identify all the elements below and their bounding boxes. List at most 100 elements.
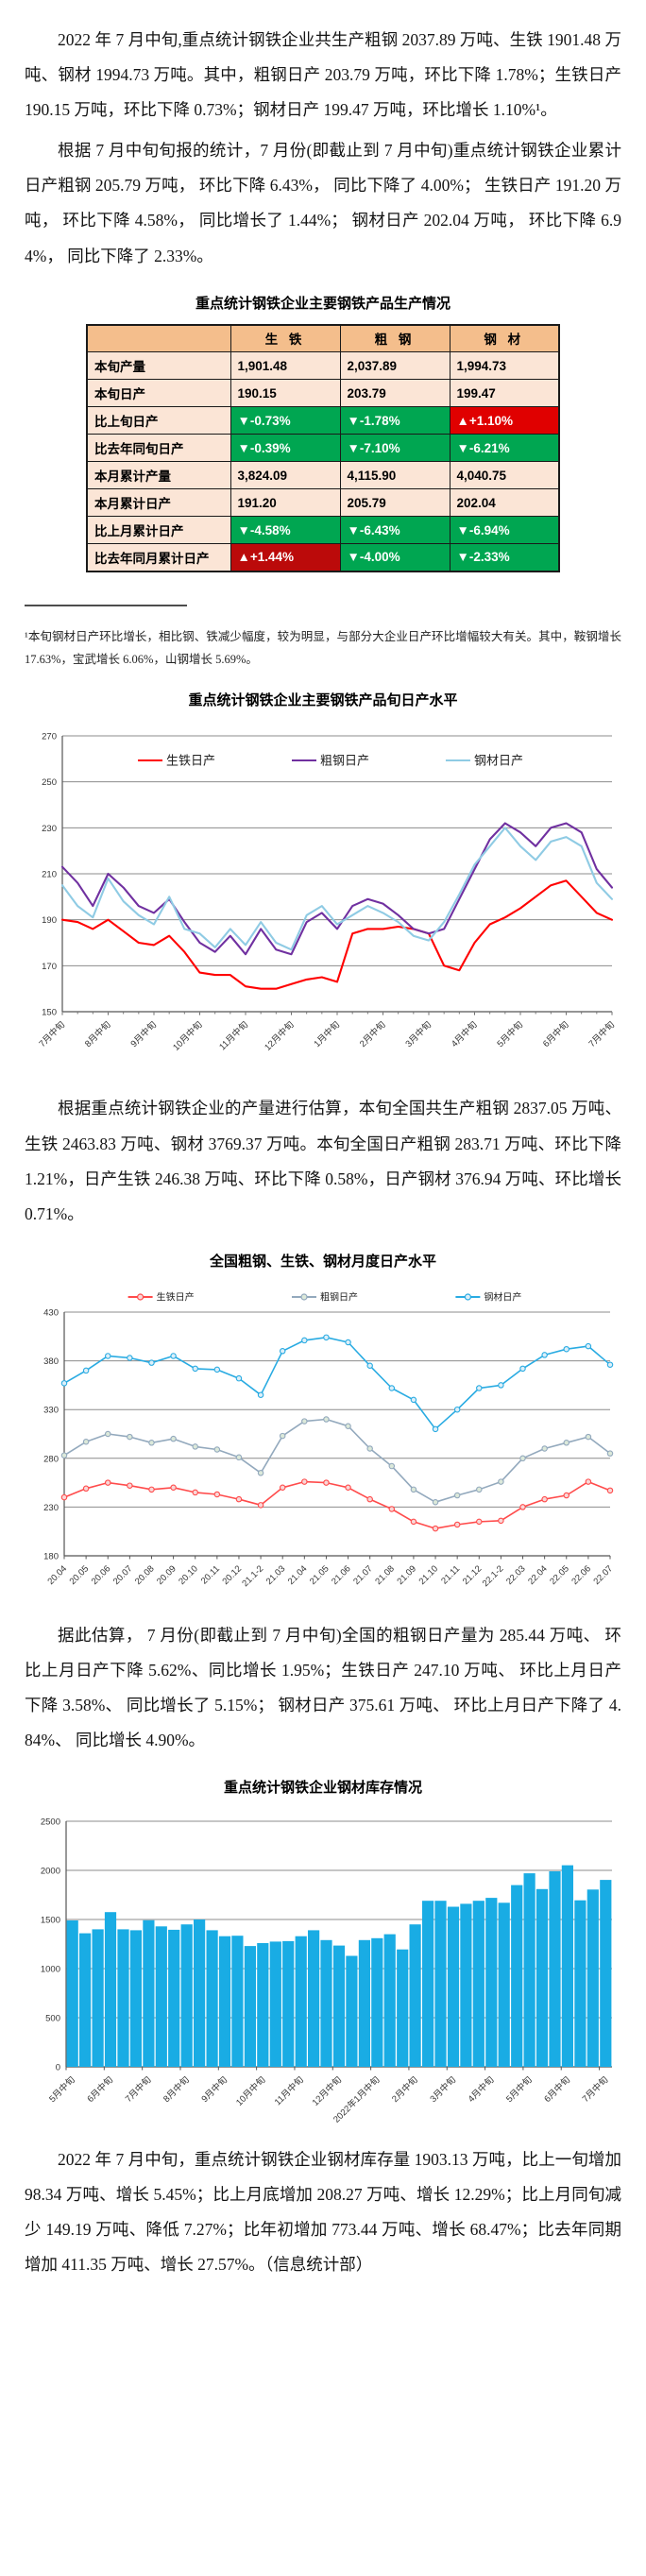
svg-text:1000: 1000	[41, 1965, 60, 1975]
table-value-cell: 1,994.73	[449, 351, 560, 381]
svg-text:230: 230	[42, 824, 57, 834]
legend-entry: 粗钢日产	[320, 1290, 358, 1303]
svg-text:330: 330	[43, 1405, 59, 1415]
table-row: 比去年同月累计日产 ▲+1.44% ▼-4.00% ▼-2.33%	[86, 543, 560, 572]
svg-text:6月中旬: 6月中旬	[540, 1019, 570, 1049]
svg-text:8月中旬: 8月中旬	[161, 2074, 191, 2105]
svg-text:210: 210	[42, 870, 57, 880]
svg-text:10月中旬: 10月中旬	[233, 2074, 267, 2108]
svg-text:20.11: 20.11	[199, 1563, 222, 1586]
svg-text:500: 500	[45, 2014, 60, 2024]
svg-text:7月中旬: 7月中旬	[580, 2074, 610, 2105]
table-row: 本月累计产量 3,824.09 4,115.90 4,040.75	[86, 461, 560, 490]
svg-text:21.09: 21.09	[395, 1563, 418, 1587]
paragraph-cumulative-summary: 根据 7 月中旬旬报的统计，7 月份(即截止到 7 月中旬)重点统计钢铁企业累计…	[25, 141, 621, 265]
table-row-label: 本月累计产量	[86, 461, 231, 490]
svg-text:11月中旬: 11月中旬	[272, 2074, 306, 2108]
table-value-cell: 199.47	[449, 379, 560, 408]
svg-text:21.1-2: 21.1-2	[240, 1563, 265, 1589]
svg-text:12月中旬: 12月中旬	[310, 2074, 344, 2108]
xun-daily-output-svg: 150 170 190 210 230 250 270 7月中旬 8月中旬 9月中旬 10月中旬 11…	[37, 732, 617, 1053]
table-trend-cell: ▼-7.10%	[339, 434, 450, 463]
table-row-label: 本旬日产	[86, 379, 231, 408]
svg-text:6月中旬: 6月中旬	[85, 2074, 115, 2105]
svg-text:20.12: 20.12	[220, 1563, 244, 1587]
table-row-label: 比去年同旬日产	[86, 434, 231, 463]
table-value-cell: 4,040.75	[449, 461, 560, 490]
svg-text:20.10: 20.10	[177, 1563, 200, 1587]
table-trend-cell: ▼-0.73%	[230, 406, 341, 435]
svg-text:21.04: 21.04	[286, 1563, 310, 1587]
svg-text:190: 190	[42, 916, 57, 927]
svg-text:20.07: 20.07	[111, 1563, 135, 1587]
legend-entry: 粗钢日产	[320, 754, 369, 768]
svg-text:21.11: 21.11	[439, 1563, 462, 1586]
table-value-cell: 3,824.09	[230, 461, 341, 490]
table-row-label: 本旬产量	[86, 351, 231, 381]
svg-text:170: 170	[42, 962, 57, 972]
svg-text:22.04: 22.04	[526, 1563, 550, 1587]
svg-text:180: 180	[43, 1551, 59, 1561]
svg-text:3月中旬: 3月中旬	[403, 1019, 434, 1049]
svg-text:22.07: 22.07	[592, 1563, 616, 1587]
table-column-header: 粗 钢	[339, 324, 450, 353]
svg-text:21.08: 21.08	[373, 1563, 397, 1587]
footnote-divider	[25, 604, 187, 606]
production-table: 生 铁粗 钢钢 材本旬产量 1,901.48 2,037.89 1,994.73 本旬日…	[86, 323, 560, 572]
svg-text:3月中旬: 3月中旬	[428, 2074, 458, 2105]
table-value-cell: 1,901.48	[230, 351, 341, 381]
paragraph-production-summary: 2022 年 7 月中旬,重点统计钢铁企业共生产粗钢 2037.89 万吨、生铁…	[25, 30, 621, 120]
svg-text:6月中旬: 6月中旬	[542, 2074, 572, 2105]
svg-text:9月中旬: 9月中旬	[199, 2074, 230, 2105]
svg-text:7月中旬: 7月中旬	[586, 1019, 617, 1049]
svg-text:230: 230	[43, 1503, 59, 1513]
table-row: 本旬日产 190.15 203.79 199.47	[86, 379, 560, 408]
legend-entry: 钢材日产	[474, 754, 523, 768]
production-table-title: 重点统计钢铁企业主要钢铁产品生产情况	[195, 295, 450, 312]
legend-entry: 生铁日产	[166, 754, 215, 768]
table-row-label: 比上月累计日产	[86, 516, 231, 545]
table-trend-cell: ▼-6.43%	[339, 516, 450, 545]
table-column-header: 生 铁	[230, 324, 341, 353]
svg-text:2500: 2500	[41, 1817, 60, 1828]
table-trend-cell: ▲+1.44%	[230, 543, 341, 572]
table-value-cell: 205.79	[339, 488, 450, 518]
svg-text:20.04: 20.04	[46, 1563, 70, 1587]
svg-text:20.09: 20.09	[155, 1563, 178, 1587]
table-trend-cell: ▼-4.58%	[230, 516, 341, 545]
table-value-cell: 2,037.89	[339, 351, 450, 381]
svg-text:4月中旬: 4月中旬	[466, 2074, 496, 2105]
table-corner-cell	[86, 324, 231, 353]
table-trend-cell: ▲+1.10%	[449, 406, 560, 435]
svg-text:250: 250	[42, 778, 57, 789]
svg-text:10月中旬: 10月中旬	[171, 1019, 205, 1053]
table-trend-cell: ▼-6.21%	[449, 434, 560, 463]
svg-text:22.1-2: 22.1-2	[481, 1563, 506, 1589]
table-row: 本旬产量 1,901.48 2,037.89 1,994.73	[86, 351, 560, 381]
table-value-cell: 190.15	[230, 379, 341, 408]
chart2-title: 全国粗钢、生铁、钢材月度日产水平	[209, 1253, 436, 1270]
chart-steel-inventory: 0 500 1000 1500 2000 2500 5月中旬 6月中旬 7月中旬 8月中旬 9月中旬…	[25, 1808, 621, 2139]
steel-inventory-svg: 0 500 1000 1500 2000 2500 5月中旬 6月中旬 7月中旬 8月中旬 9月中旬…	[41, 1817, 612, 2125]
table-header-row: 生 铁粗 钢钢 材	[86, 324, 560, 353]
table-trend-cell: ▼-6.94%	[449, 516, 560, 545]
chart1-title: 重点统计钢铁企业主要钢铁产品旬日产水平	[188, 692, 458, 709]
svg-text:9月中旬: 9月中旬	[128, 1019, 159, 1049]
svg-text:22.06: 22.06	[570, 1563, 593, 1587]
paragraph-monthly-estimate: 据此估算， 7 月份(即截止到 7 月中旬)全国的粗钢日产量为 285.44 万…	[25, 1625, 621, 1750]
svg-text:22.05: 22.05	[548, 1563, 571, 1587]
svg-text:1500: 1500	[41, 1916, 60, 1926]
table-trend-cell: ▼-0.39%	[230, 434, 341, 463]
svg-text:2月中旬: 2月中旬	[389, 2074, 419, 2105]
svg-text:5月中旬: 5月中旬	[503, 2074, 534, 2105]
chart3-title: 重点统计钢铁企业钢材库存情况	[223, 1780, 422, 1797]
svg-text:7月中旬: 7月中旬	[37, 1019, 67, 1049]
svg-text:5月中旬: 5月中旬	[495, 1019, 525, 1049]
svg-text:0: 0	[56, 2063, 60, 2073]
table-row: 比去年同旬日产 ▼-0.39% ▼-7.10% ▼-6.21%	[86, 434, 560, 463]
svg-text:12月中旬: 12月中旬	[263, 1019, 297, 1053]
svg-text:21.12: 21.12	[461, 1563, 484, 1587]
table-row-label: 本月累计日产	[86, 488, 231, 518]
paragraph-inventory-summary: 2022 年 7 月中旬，重点统计钢铁企业钢材库存量 1903.13 万吨，比上…	[25, 2150, 621, 2275]
